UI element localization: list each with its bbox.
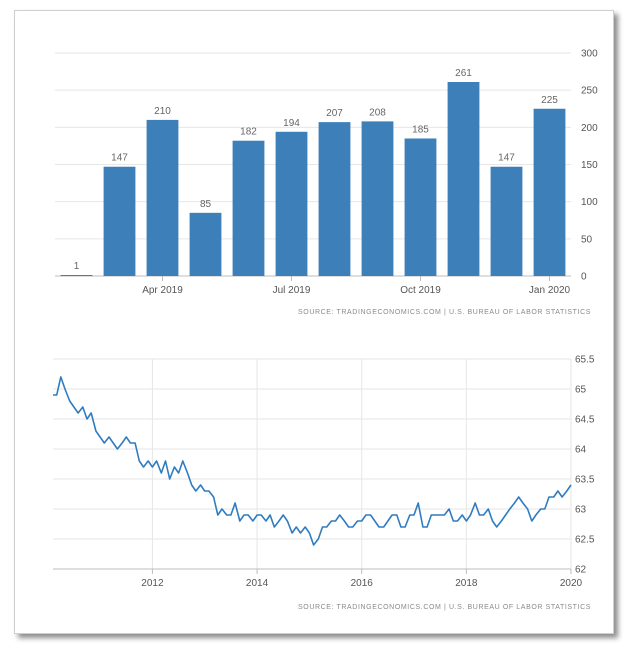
bar[interactable] bbox=[490, 166, 523, 276]
bar-xtick-label: Oct 2019 bbox=[400, 285, 441, 296]
bar-ytick-label: 250 bbox=[581, 86, 598, 97]
line-xtick-label: 2018 bbox=[455, 578, 478, 589]
bar-ytick-label: 200 bbox=[581, 123, 598, 134]
bar-data-label: 182 bbox=[240, 127, 257, 138]
line-chart-source: SOURCE: TRADINGECONOMICS.COM | U.S. BURE… bbox=[298, 604, 591, 611]
bar-data-label: 1 bbox=[74, 261, 80, 272]
line-xtick-label: 2012 bbox=[141, 578, 164, 589]
bar-xtick-label: Jan 2020 bbox=[529, 285, 571, 296]
bar[interactable] bbox=[275, 131, 308, 276]
bar-data-label: 208 bbox=[369, 107, 386, 118]
bar[interactable] bbox=[361, 121, 394, 277]
bar[interactable] bbox=[533, 108, 566, 276]
line-ytick-label: 62 bbox=[575, 565, 587, 576]
bar-chart-source: SOURCE: TRADINGECONOMICS.COM | U.S. BURE… bbox=[298, 309, 591, 316]
bar[interactable] bbox=[103, 166, 136, 276]
line-ytick-label: 63.5 bbox=[575, 475, 595, 486]
line-xtick-label: 2014 bbox=[246, 578, 269, 589]
line-ytick-label: 63 bbox=[575, 505, 587, 516]
bar-ytick-label: 150 bbox=[581, 160, 598, 171]
line-ytick-label: 64 bbox=[575, 445, 587, 456]
bar[interactable] bbox=[447, 81, 480, 277]
line-xtick-label: 2016 bbox=[351, 578, 374, 589]
bar-xtick-label: Apr 2019 bbox=[142, 285, 183, 296]
bar[interactable] bbox=[146, 119, 179, 277]
line-ytick-label: 62.5 bbox=[575, 535, 595, 546]
bar-data-label: 85 bbox=[200, 199, 212, 210]
bar-data-label: 210 bbox=[154, 106, 171, 117]
bar[interactable] bbox=[60, 275, 93, 276]
bar-data-label: 147 bbox=[498, 153, 515, 164]
bar[interactable] bbox=[189, 212, 222, 276]
bar-data-label: 185 bbox=[412, 124, 429, 135]
chart-panel: 1 147 210 85 182 194 207 208 185 261 147 225 0 50 100… bbox=[14, 10, 614, 634]
bar[interactable] bbox=[318, 122, 351, 276]
bar-data-label: 207 bbox=[326, 108, 343, 119]
bar-ytick-label: 300 bbox=[581, 49, 598, 60]
bar-data-label: 194 bbox=[283, 118, 300, 129]
bar-data-label: 147 bbox=[111, 153, 128, 164]
bar-xtick-label: Jul 2019 bbox=[273, 285, 311, 296]
line-ytick-label: 65 bbox=[575, 385, 587, 396]
line-chart: 62 62.5 63 63.5 64 64.5 65 65.5 2012 2014 2016 201… bbox=[53, 355, 595, 611]
bar-ytick-label: 0 bbox=[581, 272, 587, 283]
bar[interactable] bbox=[404, 138, 437, 276]
line-ytick-label: 64.5 bbox=[575, 415, 595, 426]
bar-data-label: 225 bbox=[541, 95, 558, 106]
bar-chart: 1 147 210 85 182 194 207 208 185 261 147 225 0 50 100… bbox=[55, 49, 598, 316]
line-series[interactable] bbox=[53, 376, 572, 546]
line-xtick-label: 2020 bbox=[560, 578, 583, 589]
bar[interactable] bbox=[232, 140, 265, 276]
line-ytick-label: 65.5 bbox=[575, 355, 595, 366]
bar-ytick-label: 100 bbox=[581, 197, 598, 208]
bar-data-label: 261 bbox=[455, 68, 472, 79]
bar-ytick-label: 50 bbox=[581, 234, 593, 245]
